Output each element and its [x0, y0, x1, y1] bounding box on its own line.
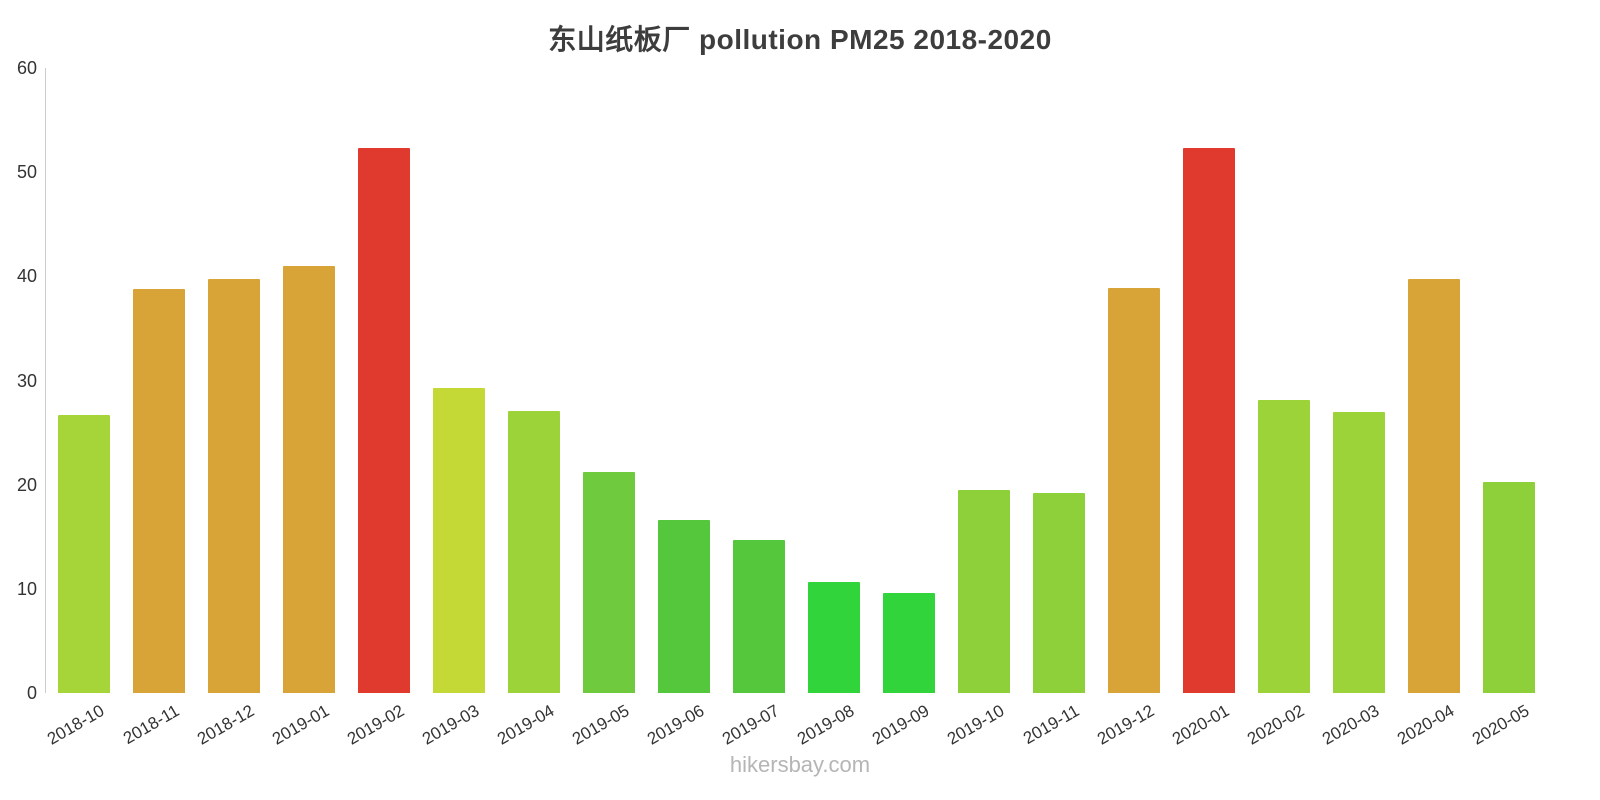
- plot-area: 0 10 20 30 40 50 60 2018-10 2018-11 2018-12 2019-…: [17, 58, 1546, 749]
- bar-slot: [946, 68, 1021, 693]
- bar-2019-08[interactable]: [807, 581, 860, 693]
- x-tick-label: 2019-01: [268, 701, 332, 749]
- bar-2019-12[interactable]: [1107, 287, 1160, 693]
- x-tick-label: 2019-03: [418, 701, 482, 749]
- bar-slot: [1171, 68, 1246, 693]
- x-tick-label: 2019-11: [1019, 701, 1082, 749]
- bar-2019-07[interactable]: [732, 539, 785, 693]
- bar-2020-05[interactable]: [1482, 481, 1535, 693]
- bar-slot: [1246, 68, 1321, 693]
- bar-2018-10[interactable]: [57, 414, 110, 693]
- x-tick-label: 2018-11: [119, 701, 182, 749]
- bar-2019-03[interactable]: [432, 387, 485, 693]
- y-tick-label: 0: [26, 683, 37, 703]
- x-tick-label: 2020-01: [1168, 701, 1232, 749]
- x-tick-label: 2018-10: [43, 701, 107, 749]
- x-tick-label: 2019-02: [343, 701, 407, 749]
- x-tick-label: 2019-10: [943, 701, 1007, 749]
- bar-2019-05[interactable]: [582, 472, 635, 693]
- bar-slot: [1396, 68, 1471, 693]
- bar-slot: [496, 68, 571, 693]
- bar-slot: [796, 68, 871, 693]
- x-tick-label: 2019-04: [493, 701, 557, 749]
- chart-title: 东山纸板厂 pollution PM25 2018-2020: [548, 24, 1052, 55]
- x-tick-label: 2020-04: [1393, 701, 1457, 749]
- bar-slot: [646, 68, 721, 693]
- bar-2018-11[interactable]: [132, 288, 185, 693]
- bar-slot: [1096, 68, 1171, 693]
- x-tick-label: 2018-12: [193, 701, 257, 749]
- bar-2018-12[interactable]: [207, 279, 260, 693]
- y-tick-label: 10: [16, 578, 37, 599]
- bar-2019-10[interactable]: [957, 489, 1010, 693]
- x-tick-label: 2019-12: [1093, 701, 1157, 749]
- bar-slot: [46, 68, 121, 693]
- bar-slot: [871, 68, 946, 693]
- y-tick-label: 30: [16, 370, 37, 391]
- bar-slot: [421, 68, 496, 693]
- bar-slot: [1021, 68, 1096, 693]
- bar-2019-11[interactable]: [1032, 493, 1085, 693]
- x-tick-label: 2019-06: [643, 701, 707, 749]
- y-tick-label: 20: [16, 474, 37, 495]
- bar-slot: [196, 68, 271, 693]
- bar-2020-02[interactable]: [1257, 400, 1310, 693]
- bar-2019-09[interactable]: [882, 593, 935, 693]
- x-tick-label: 2020-05: [1468, 701, 1532, 749]
- watermark-text: hikersbay.com: [729, 752, 871, 777]
- bar-slot: [121, 68, 196, 693]
- bar-slot: [721, 68, 796, 693]
- x-tick-label: 2019-07: [718, 701, 782, 749]
- bar-2020-01[interactable]: [1182, 148, 1235, 693]
- y-tick-label: 40: [16, 266, 37, 287]
- bar-slot: [1471, 68, 1546, 693]
- x-tick-label: 2019-05: [568, 701, 632, 749]
- bar-2019-01[interactable]: [282, 265, 335, 693]
- bars-container: [46, 68, 1546, 693]
- bar-slot: [571, 68, 646, 693]
- x-tick-label: 2020-02: [1243, 701, 1307, 749]
- bar-slot: [1321, 68, 1396, 693]
- bar-2019-06[interactable]: [657, 520, 710, 693]
- x-tick-label: 2019-08: [793, 701, 857, 749]
- y-tick-label: 50: [16, 162, 37, 183]
- y-tick-label: 60: [16, 58, 37, 78]
- bar-2020-03[interactable]: [1332, 411, 1385, 693]
- x-tick-label: 2020-03: [1318, 701, 1382, 749]
- bar-2020-04[interactable]: [1407, 279, 1460, 693]
- bar-2019-02[interactable]: [357, 148, 410, 693]
- bar-slot: [271, 68, 346, 693]
- bar-slot: [346, 68, 421, 693]
- bar-2019-04[interactable]: [507, 410, 560, 693]
- x-tick-label: 2019-09: [868, 701, 932, 749]
